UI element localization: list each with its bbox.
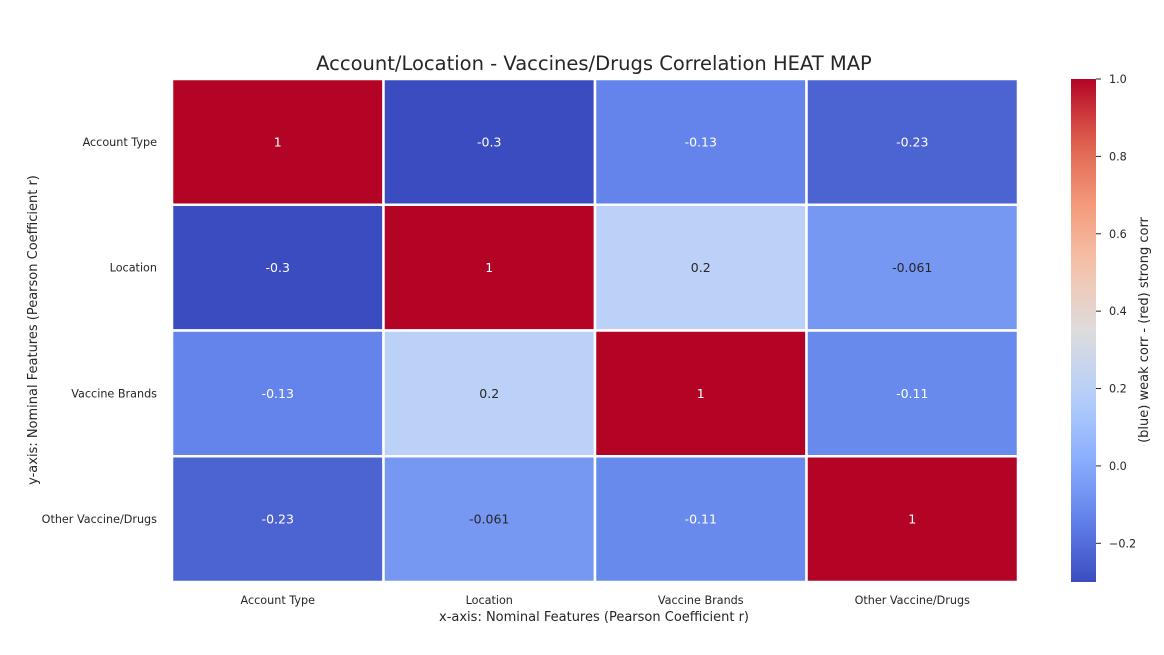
heatmap-cell-2-1 bbox=[382, 329, 597, 458]
x-tick-other-vaccine-drugs: Other Vaccine/Drugs bbox=[855, 594, 971, 607]
y-tick-account-type: Account Type bbox=[83, 136, 158, 149]
cell-value-label-3-1: -0.061 bbox=[469, 512, 509, 527]
heatmap-cell-3-3 bbox=[805, 455, 1020, 584]
cell-value-label-1-3: -0.061 bbox=[892, 260, 932, 275]
heatmap-cell-0-0 bbox=[170, 77, 385, 206]
cell-value-label-0-0: 1 bbox=[274, 134, 282, 149]
x-tick-account-type: Account Type bbox=[241, 594, 316, 607]
chart-title: Account/Location - Vaccines/Drugs Correl… bbox=[316, 52, 872, 75]
cell-value-label-2-3: -0.11 bbox=[896, 386, 928, 401]
colorbar-ticks: −0.2 0.0 0.2 0.4 0.6 0.8 1.0 bbox=[1096, 73, 1136, 550]
colorbar-label: (blue) weak corr - (red) strong corr bbox=[1137, 216, 1152, 442]
cell-value-label-2-2: 1 bbox=[697, 386, 705, 401]
colorbar-tick-label-2: 0.2 bbox=[1109, 383, 1127, 396]
cell-value-label-0-3: -0.23 bbox=[896, 134, 928, 149]
cell-value-label-2-0: -0.13 bbox=[262, 386, 294, 401]
colorbar-tick-label-3: 0.4 bbox=[1109, 305, 1127, 318]
heatmap-cell-0-3 bbox=[805, 77, 1020, 206]
colorbar bbox=[1071, 79, 1096, 582]
cell-value-label-3-3: 1 bbox=[908, 512, 916, 527]
colorbar-tick-label-0: −0.2 bbox=[1109, 537, 1136, 550]
colorbar-tick-label-5: 0.8 bbox=[1109, 150, 1127, 163]
y-tick-location: Location bbox=[110, 262, 157, 275]
colorbar-tick-label-4: 0.6 bbox=[1109, 228, 1127, 241]
heatmap-cell-3-0 bbox=[170, 455, 385, 584]
heatmap-cell-3-1 bbox=[382, 455, 597, 584]
y-axis-label: y-axis: Nominal Features (Pearson Coeffi… bbox=[26, 175, 41, 485]
colorbar-tick-label-1: 0.0 bbox=[1109, 460, 1127, 473]
heatmap-cell-0-1 bbox=[382, 77, 597, 206]
cell-value-label-2-1: 0.2 bbox=[479, 386, 499, 401]
cell-value-label-1-2: 0.2 bbox=[691, 260, 711, 275]
cell-value-label-0-1: -0.3 bbox=[477, 134, 501, 149]
x-tick-vaccine-brands: Vaccine Brands bbox=[658, 594, 744, 607]
y-tick-vaccine-brands: Vaccine Brands bbox=[71, 387, 157, 400]
heatmap-cell-1-1 bbox=[382, 203, 597, 332]
cell-value-label-1-0: -0.3 bbox=[266, 260, 290, 275]
heatmap-cell-2-3 bbox=[805, 329, 1020, 458]
x-axis-ticks: Account Type Location Vaccine Brands Other … bbox=[241, 594, 971, 607]
x-axis-label: x-axis: Nominal Features (Pearson Coeffi… bbox=[439, 610, 749, 625]
x-tick-location: Location bbox=[466, 594, 513, 607]
heatmap-cell-labels: 1 -0.3 -0.13 -0.23 -0.3 1 0.2 -0.061 -0.13 0.2 1 -0… bbox=[262, 134, 933, 526]
cell-value-label-1-1: 1 bbox=[485, 260, 493, 275]
heatmap-cells bbox=[170, 77, 1020, 584]
cell-value-label-3-0: -0.23 bbox=[262, 512, 294, 527]
heatmap-cell-0-2 bbox=[593, 77, 808, 206]
cell-value-label-0-2: -0.13 bbox=[685, 134, 717, 149]
heatmap-cell-1-3 bbox=[805, 203, 1020, 332]
y-tick-other-vaccine-drugs: Other Vaccine/Drugs bbox=[42, 513, 158, 526]
cell-value-label-3-2: -0.11 bbox=[685, 512, 717, 527]
colorbar-tick-label-6: 1.0 bbox=[1109, 73, 1127, 86]
y-axis-ticks: Account Type Location Vaccine Brands Other … bbox=[42, 136, 158, 526]
